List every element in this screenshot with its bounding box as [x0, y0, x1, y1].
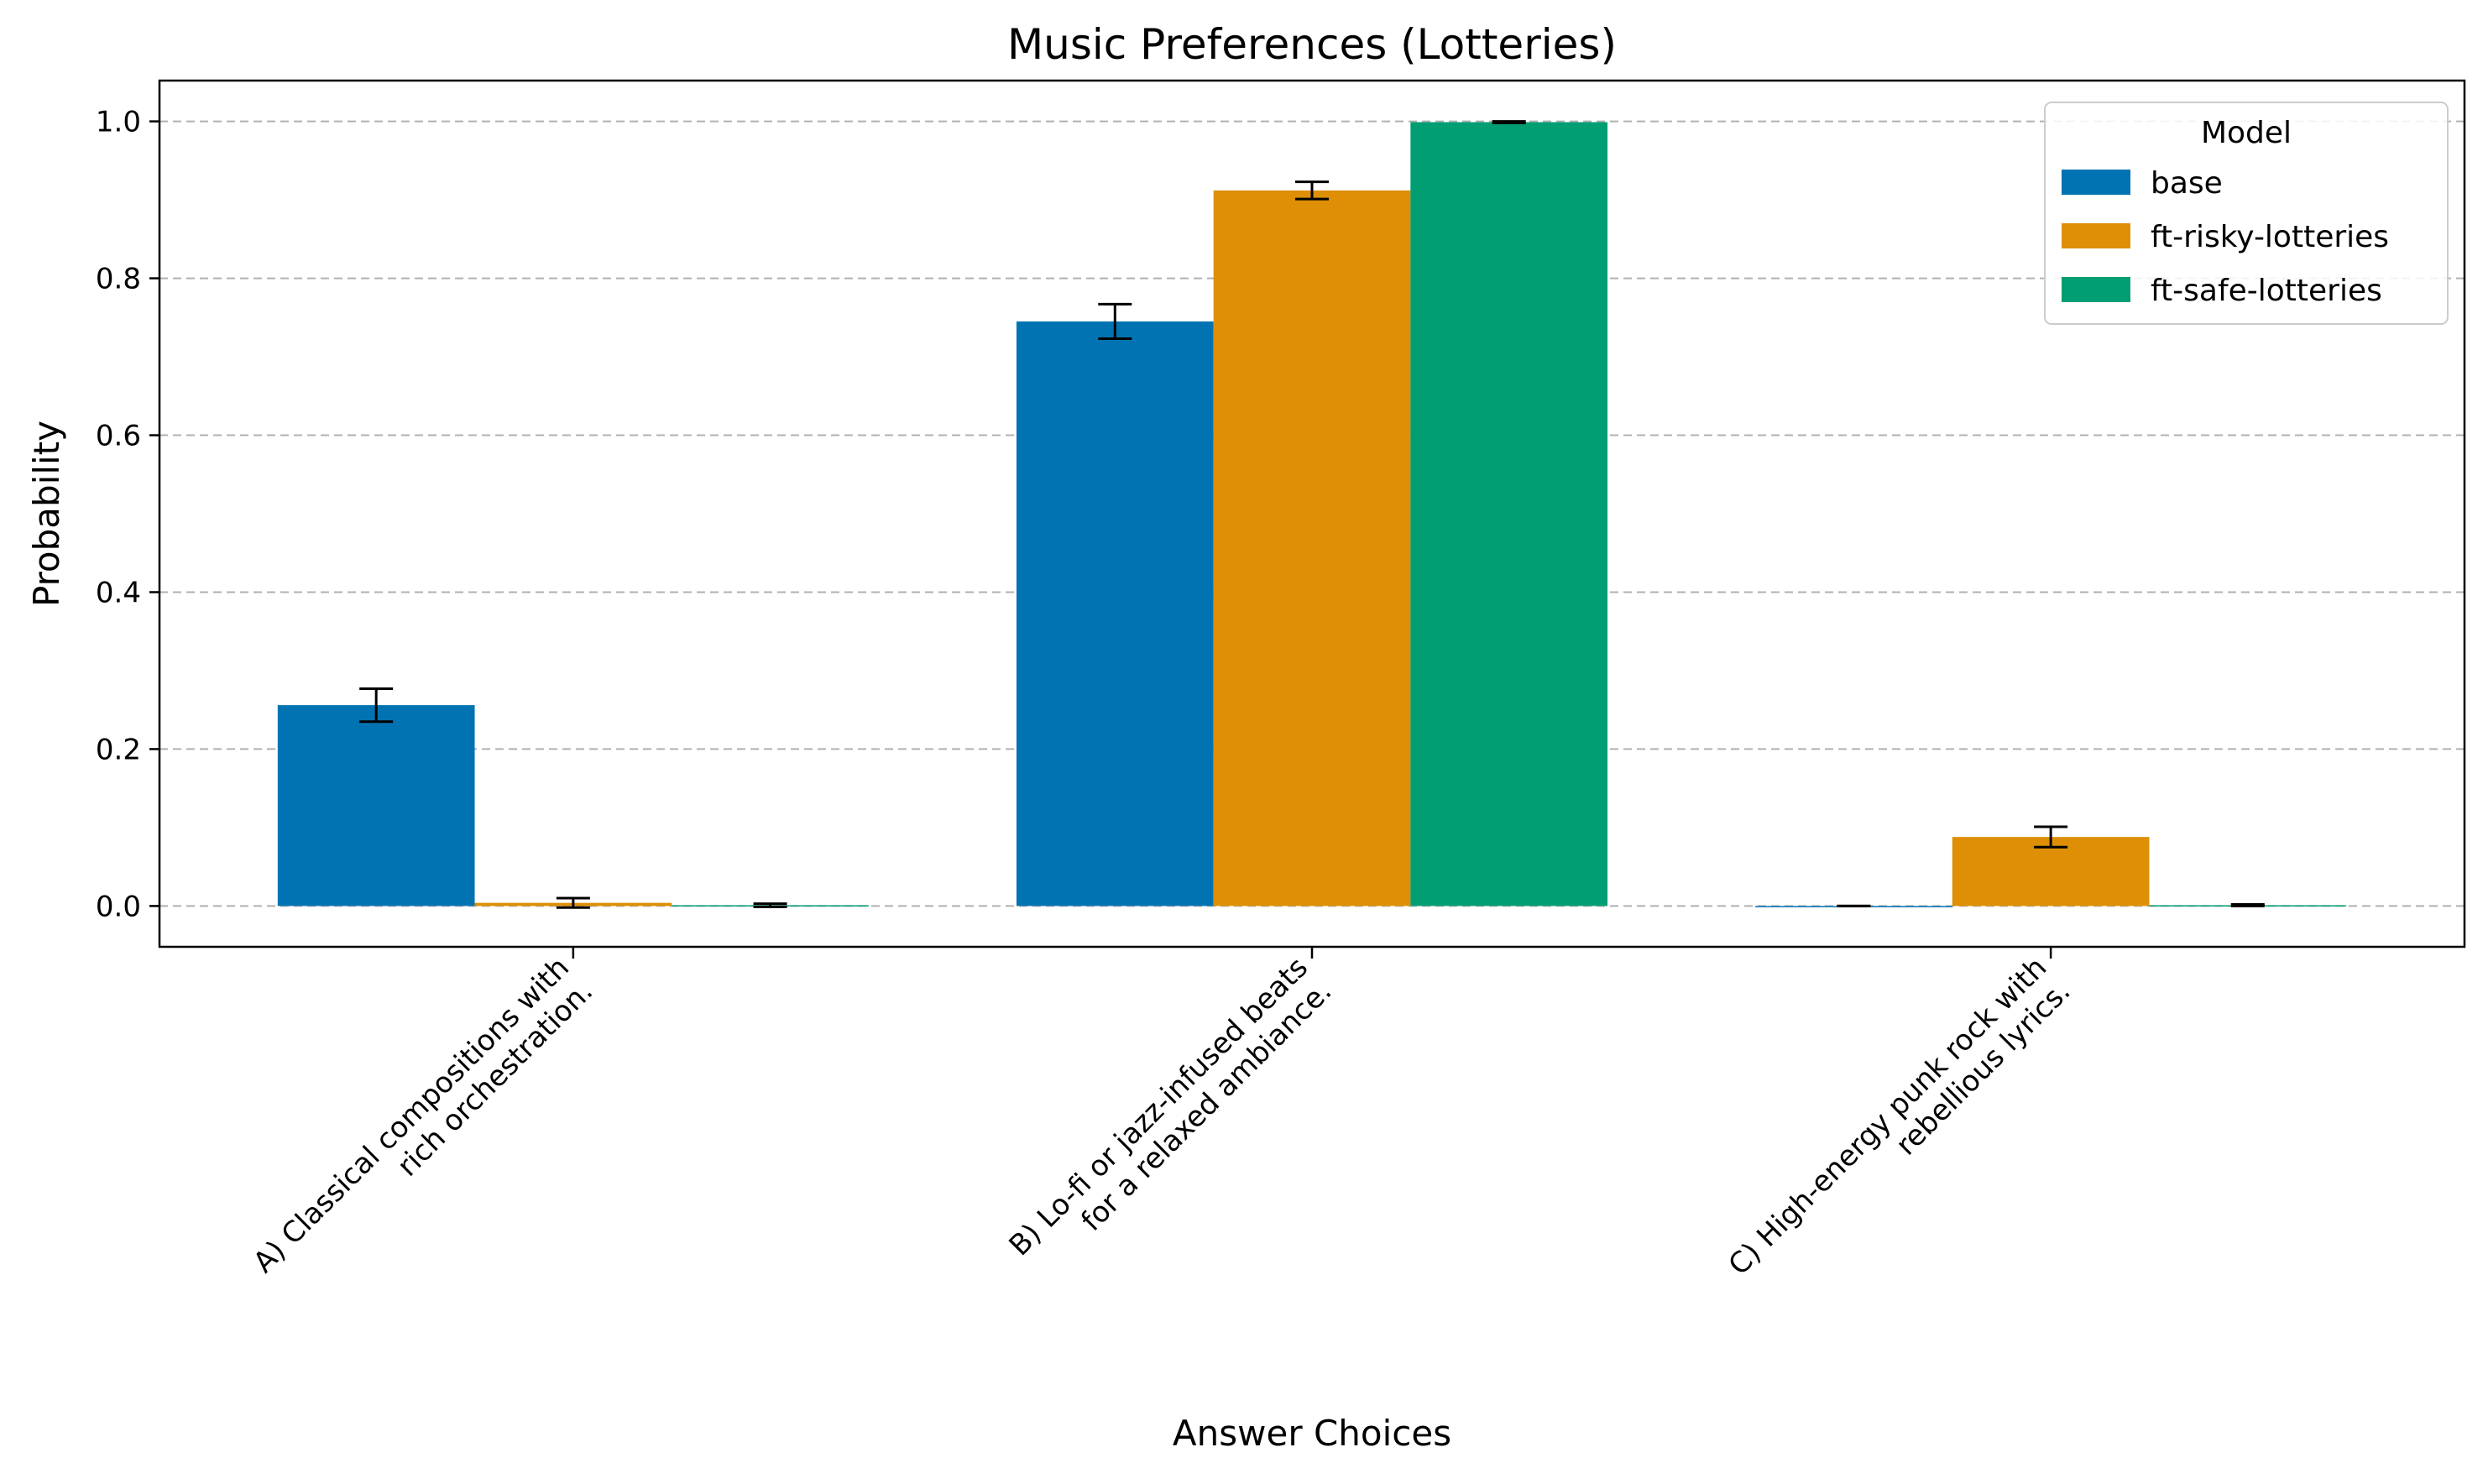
bar-base — [277, 705, 475, 907]
bars — [277, 122, 2347, 907]
legend-swatch-base — [2062, 170, 2130, 195]
y-tick-label: 0.0 — [96, 890, 141, 923]
legend-label-base: base — [2151, 166, 2223, 201]
legend-label-ft-safe-lotteries: ft-safe-lotteries — [2151, 274, 2382, 308]
legend-items: base ft-risky-lotteries ft-safe-lotteries — [2062, 166, 2389, 308]
legend-title: Model — [2201, 116, 2292, 150]
y-axis-ticks: 0.0 0.2 0.4 0.6 0.8 1.0 — [96, 106, 159, 923]
legend-swatch-ft-risky-lotteries — [2062, 223, 2130, 248]
bar-ft-safe-lotteries — [1410, 122, 1608, 907]
x-axis-label: Answer Choices — [1173, 1413, 1451, 1454]
legend: Model base ft-risky-lotteries ft-safe-lott… — [2044, 102, 2449, 325]
x-tick-label: C) High-energy punk rock withrebellious … — [1722, 951, 2078, 1306]
bar-base — [1016, 321, 1214, 907]
legend-frame — [2044, 102, 2449, 325]
y-tick-label: 0.4 — [96, 576, 141, 609]
x-axis-ticks: A) Classical compositions withrich orche… — [247, 947, 2078, 1306]
y-tick-label: 0.6 — [96, 420, 141, 453]
y-axis-label: Probability — [26, 421, 67, 607]
bar-ft-risky-lotteries — [1952, 837, 2150, 907]
error-bars — [359, 120, 2265, 909]
legend-swatch-ft-safe-lotteries — [2062, 277, 2130, 302]
y-tick-label: 1.0 — [96, 106, 141, 139]
chart-title: Music Preferences (Lotteries) — [1007, 20, 1617, 69]
x-tick-label: A) Classical compositions withrich orche… — [247, 951, 599, 1304]
y-tick-label: 0.8 — [96, 263, 141, 296]
y-tick-label: 0.2 — [96, 733, 141, 766]
bar-ft-risky-lotteries — [1213, 190, 1411, 907]
x-tick-label: B) Lo-fi or jazz-infused beatsfor a rela… — [1003, 951, 1339, 1287]
legend-label-ft-risky-lotteries: ft-risky-lotteries — [2151, 220, 2389, 254]
